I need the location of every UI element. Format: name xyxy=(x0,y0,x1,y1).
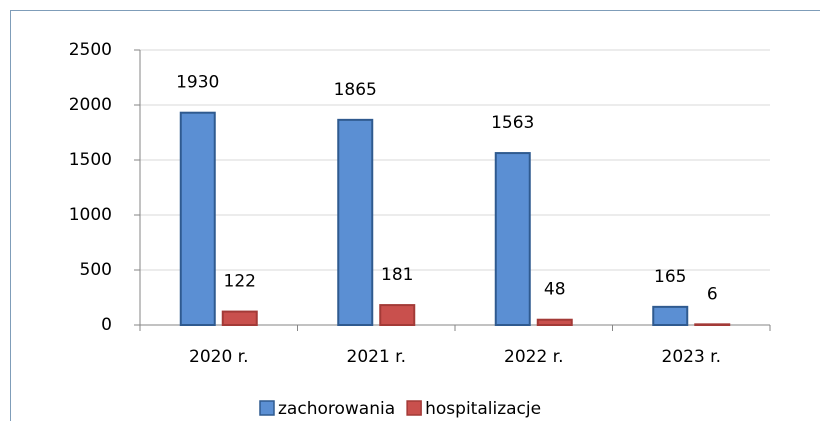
data-label: 181 xyxy=(381,265,413,285)
x-tick-label: 2022 r. xyxy=(504,347,564,367)
bar xyxy=(494,152,531,326)
data-label: 1563 xyxy=(491,113,534,133)
legend-label: hospitalizacje xyxy=(425,399,541,419)
y-tick-label: 2500 xyxy=(69,40,112,60)
bar xyxy=(379,304,416,326)
x-tick-label: 2020 r. xyxy=(189,347,249,367)
legend-label: zachorowania xyxy=(278,399,395,419)
legend-swatch xyxy=(406,400,422,416)
data-label: 6 xyxy=(707,284,718,304)
data-label: 165 xyxy=(654,267,686,287)
y-tick-label: 1000 xyxy=(69,205,112,225)
legend-swatch xyxy=(259,400,275,416)
bar xyxy=(337,118,374,326)
bar xyxy=(536,318,573,327)
bar xyxy=(652,305,689,327)
y-tick-label: 500 xyxy=(80,260,112,280)
data-label: 1930 xyxy=(176,73,219,93)
bar xyxy=(694,323,731,326)
x-tick-label: 2021 r. xyxy=(347,347,407,367)
y-tick-label: 2000 xyxy=(69,95,112,115)
y-tick-label: 1500 xyxy=(69,150,112,170)
bar xyxy=(179,111,216,326)
data-label: 1865 xyxy=(334,80,377,100)
x-tick-label: 2023 r. xyxy=(662,347,722,367)
y-tick-label: 0 xyxy=(101,315,112,335)
bar xyxy=(221,310,258,326)
data-label: 48 xyxy=(544,280,566,300)
data-label: 122 xyxy=(224,272,256,292)
